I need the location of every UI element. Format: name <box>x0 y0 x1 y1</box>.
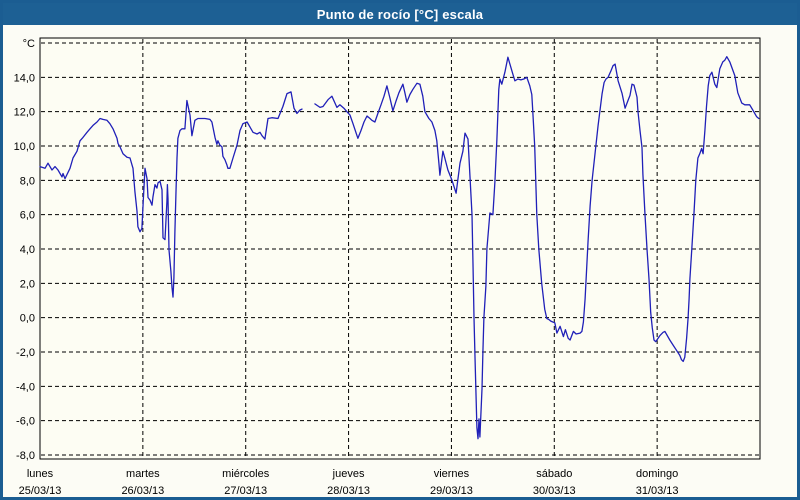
date-label: 26/03/13 <box>121 485 164 497</box>
y-tick-label: -2,0 <box>16 347 35 359</box>
y-tick-label: -4,0 <box>16 381 35 393</box>
date-label: 30/03/13 <box>533 485 576 497</box>
y-tick-label: 14,0 <box>14 72 35 84</box>
y-tick-label: -6,0 <box>16 416 35 428</box>
day-label: viernes <box>434 468 470 480</box>
day-label: jueves <box>332 468 365 480</box>
y-tick-label: 10,0 <box>14 141 35 153</box>
date-label: 25/03/13 <box>19 485 62 497</box>
title-bar: Punto de rocío [°C] escala <box>3 3 797 25</box>
day-label: martes <box>126 468 160 480</box>
date-label: 31/03/13 <box>636 485 679 497</box>
date-label: 28/03/13 <box>327 485 370 497</box>
day-label: lunes <box>27 468 54 480</box>
dew-point-line <box>314 56 760 440</box>
chart-area: 14,0 12,0 10,0 8,0 6,0 4,0 2,0 0,0 -2,0 -4,0 -6,0 -… <box>3 25 797 497</box>
y-tick-label: 2,0 <box>20 278 35 290</box>
day-label: domingo <box>636 468 678 480</box>
y-tick-label: 4,0 <box>20 244 35 256</box>
day-label: sábado <box>536 468 572 480</box>
day-label: miércoles <box>222 468 270 480</box>
y-tick-label: 0,0 <box>20 313 35 325</box>
date-label: 27/03/13 <box>224 485 267 497</box>
date-label: 29/03/13 <box>430 485 473 497</box>
y-tick-label: 12,0 <box>14 107 35 119</box>
y-tick-label: 8,0 <box>20 175 35 187</box>
dew-point-line <box>39 91 303 298</box>
dew-point-chart: 14,0 12,0 10,0 8,0 6,0 4,0 2,0 0,0 -2,0 -4,0 -6,0 -… <box>14 37 761 497</box>
y-tick-label: -8,0 <box>16 450 35 462</box>
unit-label: °C <box>23 38 35 50</box>
y-tick-label: 6,0 <box>20 210 35 222</box>
chart-title: Punto de rocío [°C] escala <box>316 6 484 22</box>
